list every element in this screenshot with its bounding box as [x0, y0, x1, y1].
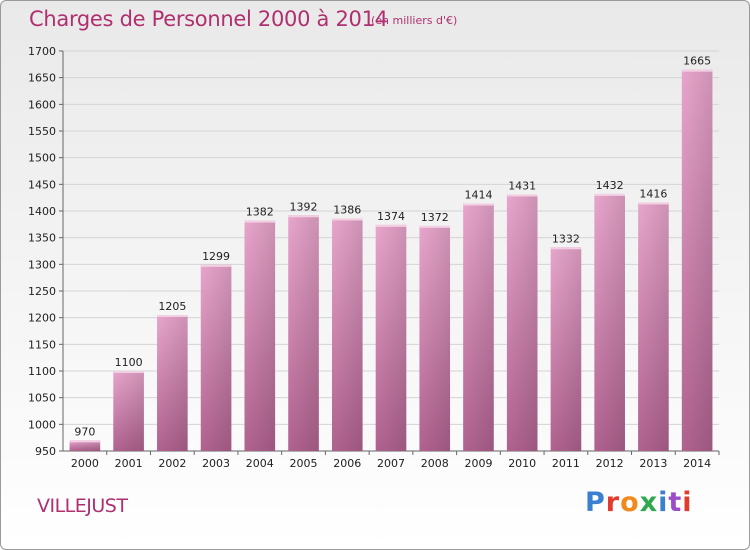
x-tick-label: 2006 [333, 457, 361, 470]
bar-highlight [594, 193, 625, 196]
x-tick-label: 2007 [377, 457, 405, 470]
y-tick-label: 1150 [28, 338, 56, 351]
y-tick-label: 950 [35, 445, 56, 458]
logo-letter: i [682, 487, 693, 518]
data-label: 1392 [290, 200, 318, 213]
x-tick-label: 2004 [246, 457, 274, 470]
bar-shade [244, 220, 276, 451]
bar-highlight [419, 225, 451, 228]
data-label: 1372 [421, 211, 449, 224]
bar-highlight [681, 69, 713, 72]
x-tick-label: 2011 [552, 457, 580, 470]
logo-letter: P [585, 487, 606, 518]
logo-letter: t [668, 487, 683, 518]
y-tick-label: 1700 [28, 45, 56, 58]
data-label: 1374 [377, 210, 405, 223]
logo-letter: i [658, 487, 669, 518]
x-tick-label: 2001 [115, 457, 143, 470]
bar-highlight [638, 202, 669, 205]
chart-subtitle: (en milliers d'€) [371, 14, 458, 27]
logo-letter: r [605, 487, 621, 518]
data-label: 1414 [464, 189, 492, 202]
data-label: 1382 [246, 206, 274, 219]
y-tick-label: 1350 [28, 232, 56, 245]
y-tick-label: 1200 [28, 312, 56, 325]
data-label: 1431 [508, 179, 536, 192]
x-tick-label: 2012 [596, 457, 624, 470]
y-tick-label: 1300 [28, 258, 56, 271]
bar-shade [638, 202, 669, 451]
x-tick-label: 2005 [290, 457, 318, 470]
x-tick-label: 2000 [71, 457, 99, 470]
bar-shade [375, 224, 407, 451]
x-tick-label: 2008 [421, 457, 449, 470]
bar-shade [113, 371, 144, 451]
logo-letter: x [639, 487, 659, 518]
bar-shade [331, 218, 363, 451]
bar-shade [463, 203, 494, 451]
data-label: 1432 [596, 179, 624, 192]
bar-highlight [244, 220, 276, 223]
data-label: 1665 [683, 55, 711, 68]
y-tick-label: 1500 [28, 152, 56, 165]
y-tick-label: 1650 [28, 72, 56, 85]
bar-highlight [200, 264, 232, 267]
bar-shade [200, 264, 232, 451]
x-tick-label: 2009 [464, 457, 492, 470]
chart-title: Charges de Personnel 2000 à 2014 [29, 7, 388, 31]
bar-shade [157, 315, 188, 451]
bar-shade [594, 193, 625, 451]
bar-highlight [157, 315, 188, 317]
bar-highlight [113, 371, 144, 373]
bar-highlight [550, 247, 582, 250]
bar-shade [288, 215, 319, 451]
bar-highlight [463, 203, 494, 206]
bar-shade [69, 440, 101, 451]
bar-highlight [331, 218, 363, 221]
y-tick-label: 1450 [28, 178, 56, 191]
bar-highlight [288, 215, 319, 218]
y-tick-label: 1600 [28, 98, 56, 111]
logo-letter: o [620, 487, 640, 518]
x-tick-label: 2002 [158, 457, 186, 470]
bar-shade [506, 194, 538, 451]
x-tick-label: 2014 [683, 457, 711, 470]
bar-shade [681, 69, 713, 452]
data-label: 970 [74, 425, 95, 438]
y-tick-label: 1050 [28, 392, 56, 405]
x-tick-label: 2013 [639, 457, 667, 470]
bar-shade [419, 225, 451, 451]
x-tick-label: 2003 [202, 457, 230, 470]
proxiti-logo: Proxiti [585, 487, 693, 518]
x-tick-label: 2010 [508, 457, 536, 470]
city-name: VILLEJUST [37, 495, 128, 517]
bars: 970 1100 1205 1299 1382 1392 1386 1374 1372 1414 1… [69, 55, 713, 452]
y-tick-label: 1000 [28, 418, 56, 431]
bar-highlight [375, 224, 407, 227]
data-label: 1100 [115, 356, 143, 369]
x-axis: 2000 2001 2002 2003 2004 2005 2006 2007 2008 2009… [71, 451, 720, 470]
data-label: 1386 [333, 203, 361, 216]
bar-shade [550, 247, 582, 451]
data-label: 1205 [158, 300, 186, 313]
y-tick-label: 1550 [28, 125, 56, 138]
y-tick-label: 1100 [28, 365, 56, 378]
data-label: 1299 [202, 250, 230, 263]
y-tick-label: 1400 [28, 205, 56, 218]
bar-highlight [69, 440, 101, 443]
bar-highlight [506, 194, 538, 197]
data-label: 1416 [639, 187, 667, 200]
y-tick-label: 1250 [28, 285, 56, 298]
data-label: 1332 [552, 232, 580, 245]
